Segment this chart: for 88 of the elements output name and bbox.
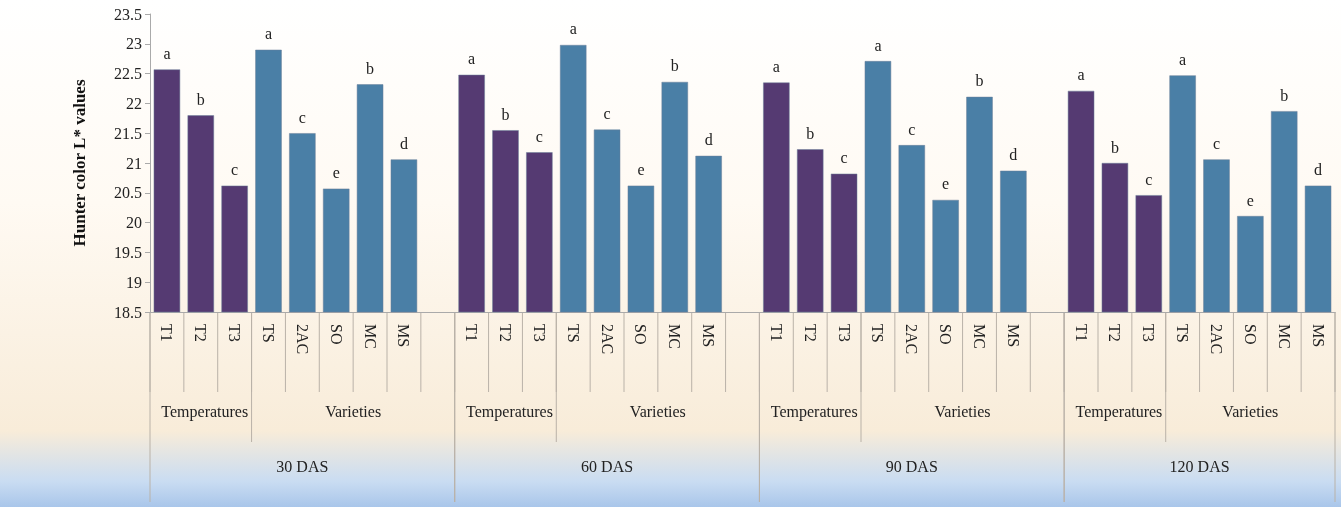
- text: 120 DAS: [1169, 457, 1230, 475]
- y-tick-label: 23: [126, 35, 142, 53]
- data-label: c: [1145, 170, 1153, 188]
- x-tick-label: T2: [192, 324, 210, 342]
- x-tick-label: MS: [1309, 324, 1327, 348]
- y-axis-title: Hunter color L* values: [70, 79, 89, 247]
- y-tick-label: 21.5: [114, 124, 142, 142]
- text: Varieties: [1222, 402, 1279, 420]
- data-label: c: [298, 108, 306, 126]
- data-label: a: [1077, 66, 1085, 84]
- x-tick-label: MC: [1275, 324, 1293, 349]
- x-tick-label: TS: [869, 324, 887, 343]
- data-label: c: [840, 149, 848, 167]
- data-label: b: [975, 72, 984, 90]
- data-label: a: [468, 50, 476, 68]
- x-tick-label: T2: [497, 324, 514, 342]
- data-label: a: [772, 58, 780, 76]
- x-tick-label: T1: [463, 324, 481, 342]
- data-label: e: [942, 175, 950, 193]
- data-label: a: [569, 20, 577, 38]
- data-label: c: [603, 105, 611, 123]
- x-tick-label: MS: [700, 324, 718, 348]
- text: 90 DAS: [885, 457, 938, 475]
- x-tick-label: T3: [1140, 324, 1158, 342]
- text: Varieties: [325, 402, 382, 420]
- y-tick-label: 20.5: [114, 184, 142, 202]
- data-label: d: [1009, 146, 1018, 164]
- x-tick-label: 2AC: [1208, 324, 1225, 355]
- x-tick-label: MC: [666, 324, 684, 349]
- x-tick-label: T1: [767, 324, 785, 342]
- data-label: c: [1212, 134, 1221, 152]
- data-label: b: [1280, 86, 1289, 104]
- data-label: d: [399, 134, 408, 152]
- x-tick-label: TS: [1174, 324, 1192, 343]
- y-tick-label: 22.5: [114, 65, 142, 83]
- data-label: e: [332, 164, 340, 182]
- x-tick-label: SO: [327, 324, 345, 345]
- text: Varieties: [629, 402, 686, 420]
- x-tick-label: SO: [632, 324, 650, 345]
- x-tick-label: TS: [564, 324, 582, 343]
- text: Temperatures: [1075, 402, 1163, 421]
- text: Temperatures: [161, 402, 249, 421]
- data-label: b: [366, 59, 375, 77]
- x-tick-label: MS: [395, 324, 413, 348]
- x-tick-label: 2AC: [598, 324, 616, 355]
- y-tick-label: 19: [126, 273, 142, 291]
- y-tick-label: 20: [126, 214, 142, 232]
- text: 30 DAS: [276, 457, 329, 475]
- data-label: c: [908, 120, 916, 138]
- data-label: a: [1179, 50, 1187, 68]
- data-label: e: [637, 161, 645, 179]
- x-tick-label: 2AC: [293, 324, 311, 355]
- x-tick-label: MS: [1004, 324, 1022, 348]
- text: Temperatures: [770, 402, 858, 421]
- data-label: c: [231, 161, 239, 179]
- x-tick-label: TS: [260, 324, 277, 343]
- data-label: d: [704, 131, 713, 149]
- y-tick-label: 22: [126, 94, 142, 112]
- y-tick-label: 19.5: [114, 243, 142, 261]
- y-tick-label: 21: [126, 154, 142, 172]
- data-label: c: [535, 127, 543, 145]
- data-label: e: [1246, 191, 1254, 209]
- data-label: b: [196, 90, 205, 108]
- text: 60 DAS: [581, 457, 634, 475]
- x-tick-label: 2AC: [903, 324, 921, 355]
- x-tick-label: T1: [1072, 324, 1090, 342]
- data-label: a: [163, 44, 171, 62]
- y-tick-label: 18.5: [114, 303, 142, 321]
- x-tick-label: T3: [835, 324, 853, 342]
- data-label: b: [1110, 138, 1119, 156]
- x-tick-label: T2: [801, 324, 819, 342]
- x-tick-label: T3: [530, 324, 548, 342]
- data-label: b: [501, 105, 510, 123]
- x-tick-label: MC: [361, 324, 379, 349]
- data-label: d: [1314, 161, 1323, 179]
- text: Varieties: [934, 402, 991, 420]
- data-label: b: [806, 124, 815, 142]
- x-tick-label: T2: [1106, 324, 1124, 342]
- x-tick-label: MC: [971, 324, 988, 349]
- x-tick-label: T1: [158, 324, 176, 342]
- text: Temperatures: [466, 402, 553, 421]
- data-label: a: [264, 25, 273, 43]
- y-tick-label: 23.5: [114, 5, 142, 23]
- data-label: b: [670, 57, 679, 75]
- x-tick-label: SO: [1241, 324, 1259, 345]
- data-label: a: [874, 36, 882, 54]
- x-tick-label: T3: [226, 324, 244, 342]
- x-tick-label: SO: [937, 324, 955, 345]
